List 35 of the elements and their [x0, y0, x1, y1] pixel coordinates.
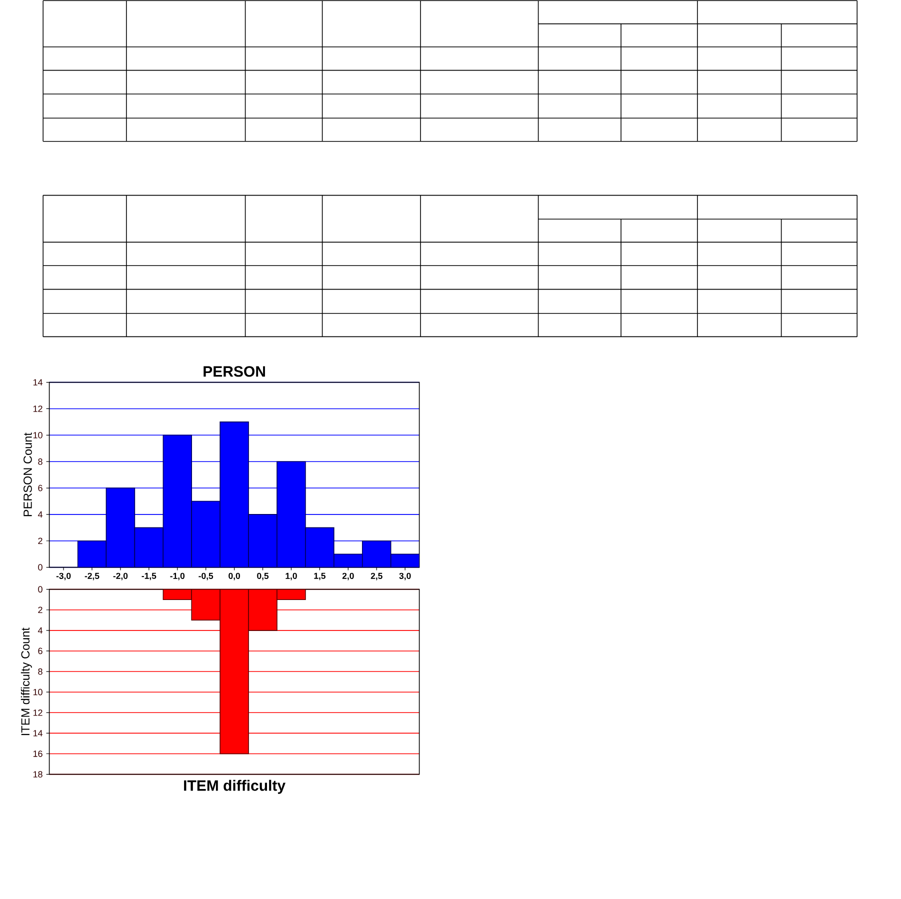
y-tick-label: 10	[33, 432, 42, 438]
y-tick-label: 2	[38, 538, 42, 544]
x-tick-label: 2,0	[342, 572, 354, 580]
x-tick-label: -1,5	[142, 572, 156, 580]
x-tick-label: 0,5	[257, 572, 269, 580]
y-tick-label: 4	[38, 627, 42, 634]
chart-title: PERSON	[204, 366, 265, 377]
x-tick-label: 0,0	[228, 572, 240, 580]
y-tick-label: 0	[38, 586, 42, 593]
y-tick-label: 2	[38, 606, 42, 614]
x-tick-label: 1,0	[286, 572, 297, 580]
y-tick-label: 6	[38, 484, 42, 492]
y-axis-title: PERSON Count	[24, 432, 32, 516]
y-tick-label: 8	[38, 458, 42, 465]
x-tick-label: 2,5	[370, 572, 382, 580]
x-tick-label: -3,0	[56, 572, 71, 580]
x-tick-label: -2,0	[113, 572, 128, 580]
y-axis-title: ITEM difficulty Count	[20, 628, 32, 736]
y-tick-label: 0	[38, 564, 42, 570]
y-tick-label: 8	[38, 668, 42, 675]
x-tick-label: 3,0	[399, 572, 411, 580]
y-tick-label: 12	[33, 406, 42, 412]
x-tick-label: 1,5	[314, 572, 326, 580]
y-tick-label: 16	[33, 750, 42, 757]
y-tick-label: 4	[38, 511, 42, 518]
y-tick-label: 10	[33, 688, 42, 696]
y-tick-label: 12	[33, 710, 42, 716]
y-tick-label: 14	[33, 730, 42, 736]
x-tick-label: -0,5	[198, 572, 214, 580]
y-tick-label: 18	[33, 771, 42, 778]
y-tick-label: 14	[33, 379, 42, 386]
x-tick-label: -2,5	[84, 572, 100, 580]
x-axis-title: ITEM difficulty	[184, 780, 286, 794]
x-tick-label: -1,0	[170, 572, 185, 580]
y-tick-label: 6	[38, 648, 42, 654]
